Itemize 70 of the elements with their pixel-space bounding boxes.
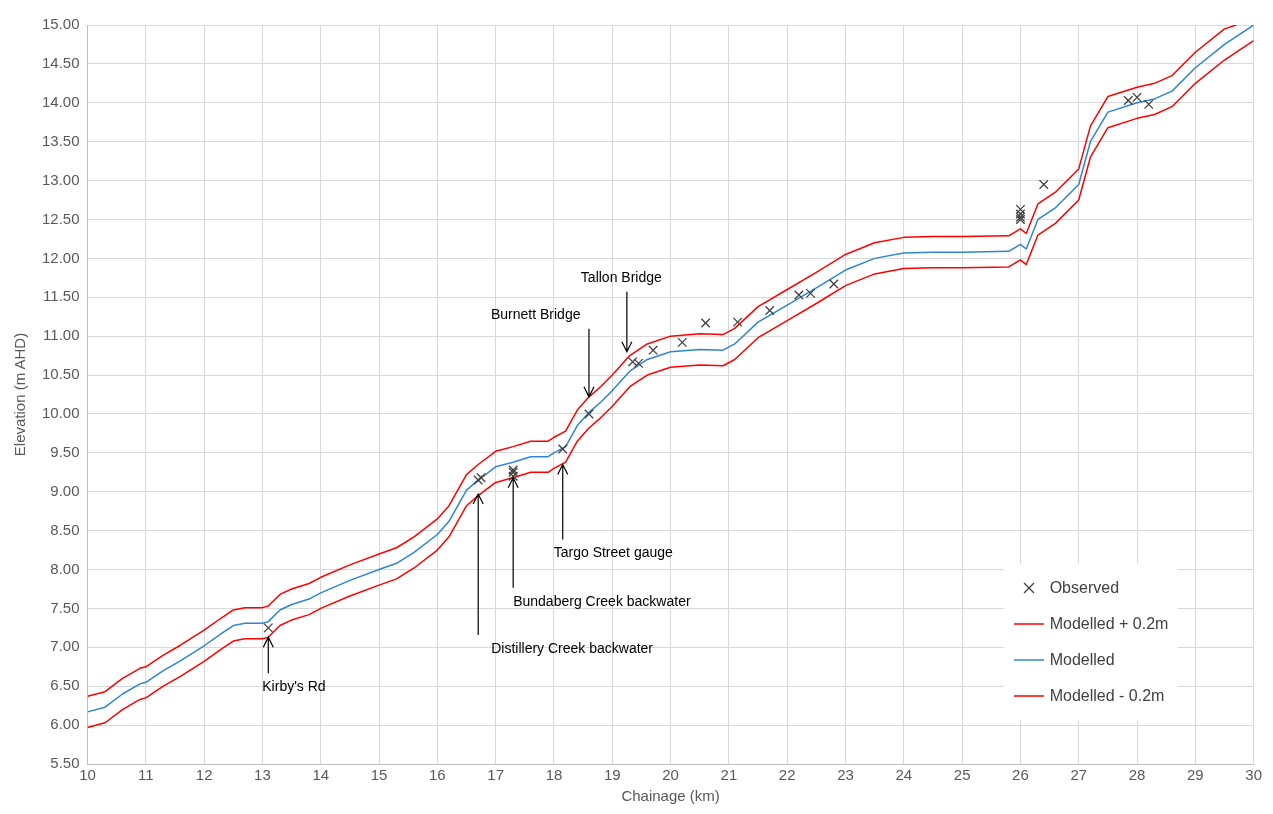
point	[677, 337, 688, 348]
y-tick-label: 12.50	[41, 209, 80, 227]
y-tick-label: 13.00	[41, 170, 80, 188]
point	[732, 317, 743, 328]
annotation: Distillery Creek backwater	[491, 639, 654, 656]
y-tick-label: 15.00	[41, 15, 80, 33]
x-tick-label: 10	[79, 766, 96, 784]
point	[1143, 99, 1154, 110]
y-tick-label: 10.00	[41, 404, 80, 422]
y-tick-label: 11.00	[43, 326, 80, 344]
y-tick-label: 7.00	[50, 637, 80, 655]
y-tick-label: 7.50	[50, 598, 80, 616]
point	[793, 290, 804, 300]
y-tick-label: 14.50	[41, 54, 80, 72]
x-tick-label: 29	[1187, 766, 1204, 784]
y-tick-label: 8.50	[50, 520, 80, 538]
point	[263, 622, 274, 633]
point	[700, 318, 711, 328]
point	[1123, 95, 1134, 106]
x-tick-label: 28	[1128, 766, 1146, 784]
point	[1038, 179, 1049, 190]
legend-label: Modelled + 0.2m	[1049, 615, 1169, 633]
y-tick-label: 14.00	[41, 92, 80, 110]
y-tick-label: 5.50	[50, 754, 80, 772]
x-tick-label: 19	[603, 766, 621, 784]
y-tick-label: 10.50	[41, 365, 80, 383]
y-tick-label: 6.50	[50, 676, 80, 694]
x-tick-label: 14	[312, 766, 330, 784]
point	[1132, 92, 1142, 103]
x-tick-label: 24	[895, 766, 913, 784]
legend-label: Modelled - 0.2m	[1049, 687, 1165, 705]
x-tick-label: 30	[1245, 766, 1262, 784]
x-tick-label: 20	[662, 766, 679, 784]
y-tick-label: 11.50	[43, 287, 80, 305]
y-axis-title: Elevation (m AHD)	[11, 332, 29, 457]
x-tick-label: 15	[370, 766, 388, 784]
point	[648, 345, 658, 356]
point	[557, 444, 568, 454]
legend-label: Observed	[1049, 579, 1120, 597]
x-tick-label: 11	[138, 766, 154, 784]
x-tick-label: 13	[254, 766, 271, 784]
x-axis-title: Chainage (km)	[621, 787, 720, 805]
x-tick-label: 18	[545, 766, 563, 784]
y-tick-label: 8.00	[50, 559, 80, 577]
y-tick-label: 6.00	[50, 715, 80, 733]
point	[633, 358, 644, 369]
point	[584, 409, 594, 419]
point	[764, 305, 775, 316]
annotation: Tallon Bridge	[580, 268, 663, 285]
annotation: Bundaberg Creek backwater	[513, 592, 691, 609]
x-tick-label: 25	[953, 766, 971, 784]
y-tick-label: 9.50	[50, 442, 80, 460]
x-tick-label: 27	[1070, 766, 1088, 784]
annotation: Targo Street gauge	[553, 544, 674, 561]
x-tick-label: 12	[195, 766, 213, 784]
x-tick-label: 23	[837, 766, 854, 784]
point	[627, 356, 638, 367]
x-tick-label: 26	[1012, 766, 1029, 784]
annotation: Kirby's Rd	[262, 678, 326, 695]
x-tick-label: 17	[487, 766, 505, 784]
x-tick-label: 21	[720, 766, 738, 784]
y-tick-label: 9.00	[50, 481, 80, 499]
annotation: Burnett Bridge	[490, 305, 581, 322]
x-tick-label: 22	[778, 766, 796, 784]
point	[805, 288, 816, 299]
x-tick-label: 16	[429, 766, 446, 784]
y-tick-label: 12.00	[41, 248, 80, 266]
y-tick-label: 13.50	[41, 131, 80, 149]
point	[828, 279, 839, 289]
legend-label: Modelled	[1049, 651, 1115, 669]
